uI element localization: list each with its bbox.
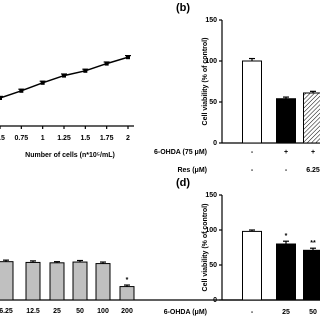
x-tick-label: 50 bbox=[76, 308, 84, 315]
y-tick-label: 0 bbox=[213, 297, 217, 304]
row-value: - bbox=[251, 149, 254, 156]
bar bbox=[303, 249, 320, 301]
x-tick-label: 200 bbox=[121, 308, 133, 315]
x-tick-label: 1.75 bbox=[100, 135, 114, 142]
y-tick-label: 100 bbox=[205, 227, 217, 234]
x-tick-label: 6.25 bbox=[0, 308, 13, 315]
bar bbox=[242, 60, 262, 144]
y-tick-label: 150 bbox=[205, 17, 217, 24]
y-axis-label: Cell viability (% of control) bbox=[202, 38, 209, 126]
row-value: + bbox=[284, 149, 288, 156]
x-axis-label: Number of cells (n*10⁵/mL) bbox=[25, 152, 115, 159]
significance: ** bbox=[310, 240, 316, 247]
x-tick-label: 1 bbox=[41, 135, 45, 142]
bar bbox=[276, 98, 296, 144]
y-tick-label: 0 bbox=[213, 140, 217, 147]
row-label: Res (μM) bbox=[177, 167, 207, 174]
y-tick-label: 100 bbox=[205, 58, 217, 65]
row-value: - bbox=[285, 167, 288, 174]
row-value: - bbox=[251, 167, 254, 174]
bar bbox=[25, 261, 41, 301]
x-tick-label: 1.5 bbox=[80, 135, 90, 142]
x-tick-label: 100 bbox=[97, 308, 109, 315]
row-value: 6.25 bbox=[306, 167, 320, 174]
row-label: 6-OHDA (μM) bbox=[164, 309, 207, 316]
bar bbox=[72, 261, 88, 301]
row-label: 6-OHDA (75 μM) bbox=[154, 149, 207, 156]
significance: * bbox=[126, 277, 129, 284]
x-tick-label: 1.25 bbox=[57, 135, 71, 142]
bar bbox=[95, 263, 111, 301]
y-tick-label: 150 bbox=[205, 192, 217, 199]
row-value: - bbox=[251, 309, 254, 316]
row-value: + bbox=[311, 149, 315, 156]
bar bbox=[276, 243, 296, 301]
row-value: 25 bbox=[282, 309, 290, 316]
y-tick-label: 50 bbox=[209, 99, 217, 106]
x-tick-label: 0.75 bbox=[15, 135, 29, 142]
x-tick-label: 12.5 bbox=[26, 308, 40, 315]
x-tick-label: 25 bbox=[53, 308, 61, 315]
y-axis-label: Cell viability (% of control) bbox=[202, 204, 209, 292]
row-value: 50 bbox=[309, 309, 317, 316]
x-tick-label: 2 bbox=[126, 135, 130, 142]
significance: * bbox=[285, 233, 288, 240]
bar bbox=[119, 286, 135, 301]
bar bbox=[0, 261, 14, 301]
bar bbox=[303, 92, 320, 144]
y-tick-label: 50 bbox=[209, 262, 217, 269]
bar bbox=[49, 262, 65, 301]
panel-label: (d) bbox=[176, 177, 190, 189]
bar bbox=[242, 230, 262, 301]
panel-label: (b) bbox=[176, 2, 190, 14]
point bbox=[0, 96, 2, 100]
x-tick-label: 0.5 bbox=[0, 135, 5, 142]
